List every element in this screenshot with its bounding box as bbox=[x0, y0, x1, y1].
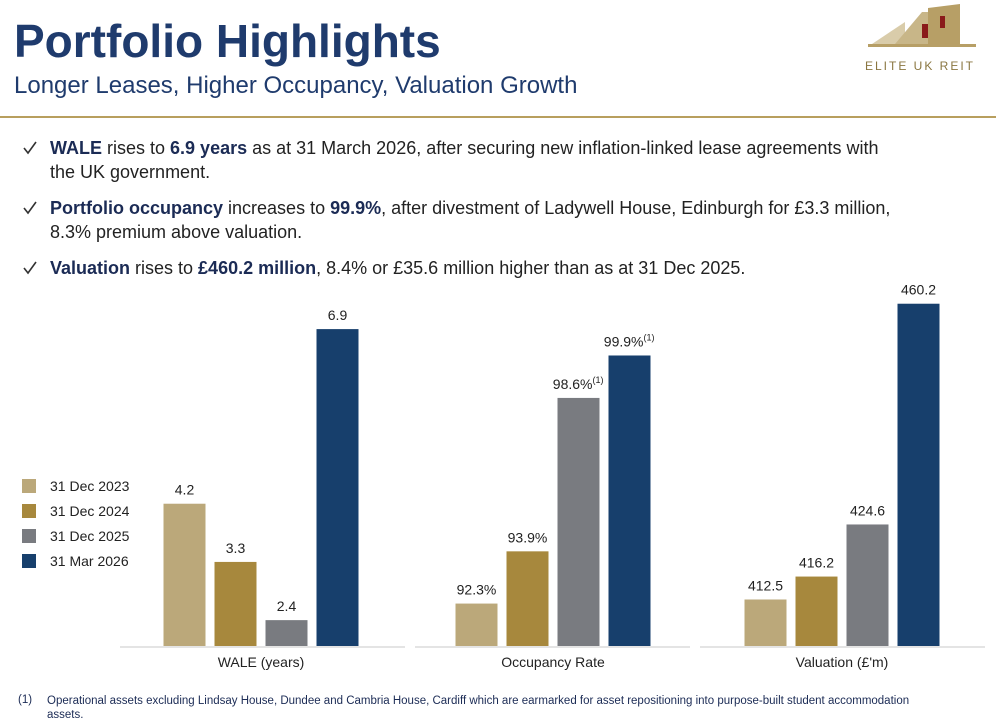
check-icon bbox=[23, 141, 37, 155]
divider bbox=[0, 116, 996, 118]
bar bbox=[265, 620, 308, 646]
value-label: 6.9 bbox=[328, 307, 348, 323]
x-tick-label: Occupancy Rate bbox=[501, 654, 605, 670]
footnote: (1) Operational assets excluding Lindsay… bbox=[18, 694, 978, 722]
legend-swatch bbox=[22, 479, 36, 493]
value-label: 3.3 bbox=[226, 540, 246, 556]
bar bbox=[608, 355, 651, 646]
footnote-text: Operational assets excluding Lindsay Hou… bbox=[47, 695, 910, 721]
subtitle: Longer Leases, Higher Occupancy, Valuati… bbox=[14, 72, 578, 99]
value-label: 2.4 bbox=[277, 598, 297, 614]
legend-swatch bbox=[22, 504, 36, 518]
footnote-marker: (1) bbox=[18, 694, 33, 706]
bar bbox=[214, 561, 257, 646]
value-label: 92.3% bbox=[457, 582, 497, 598]
bullet-list: WALE rises to 6.9 years as at 31 March 2… bbox=[20, 136, 900, 292]
bold-text: 99.9% bbox=[330, 198, 382, 218]
legend-label: 31 Dec 2024 bbox=[50, 503, 130, 519]
bold-text: WALE bbox=[50, 138, 102, 158]
legend-label: 31 Dec 2023 bbox=[50, 478, 130, 494]
bullet: Valuation rises to £460.2 million, 8.4% … bbox=[20, 256, 900, 280]
text: as at 31 March 2026, after securing new … bbox=[50, 138, 879, 182]
logo-text: ELITE UK REIT bbox=[865, 59, 975, 73]
legend-label: 31 Dec 2025 bbox=[50, 528, 130, 544]
bullet: WALE rises to 6.9 years as at 31 March 2… bbox=[20, 136, 900, 184]
value-label: 412.5 bbox=[748, 577, 783, 593]
value-label-note: (1) bbox=[593, 375, 604, 385]
bar bbox=[744, 599, 787, 646]
text: , after divestment of Ladywell House, Ed… bbox=[50, 198, 891, 242]
check-icon bbox=[23, 201, 37, 215]
legend-swatch bbox=[22, 554, 36, 568]
value-label: 416.2 bbox=[799, 555, 834, 571]
value-label: 424.6 bbox=[850, 502, 885, 518]
legend-label: 31 Mar 2026 bbox=[50, 553, 129, 569]
bar bbox=[897, 303, 940, 646]
check-icon bbox=[23, 261, 37, 275]
bar bbox=[795, 576, 838, 646]
value-label: 93.9% bbox=[508, 529, 548, 545]
text: , 8.4% or £35.6 million higher than as a… bbox=[316, 258, 746, 278]
bar bbox=[455, 603, 498, 646]
bold-text: 6.9 years bbox=[170, 138, 248, 158]
bar bbox=[163, 503, 206, 646]
x-tick-label: Valuation (£'m) bbox=[796, 654, 889, 670]
bold-text: £460.2 million bbox=[198, 258, 317, 278]
text: rises to bbox=[102, 138, 171, 158]
bold-text: Valuation bbox=[50, 258, 131, 278]
value-label-note: (1) bbox=[644, 332, 655, 342]
bold-text: Portfolio occupancy bbox=[50, 198, 224, 218]
x-tick-label: WALE (years) bbox=[218, 654, 305, 670]
value-label: 4.2 bbox=[175, 482, 195, 498]
bar bbox=[506, 551, 549, 646]
bar bbox=[557, 397, 600, 646]
legend-swatch bbox=[22, 529, 36, 543]
text: increases to bbox=[223, 198, 331, 218]
bar bbox=[316, 329, 359, 646]
title: Portfolio Highlights bbox=[14, 15, 441, 67]
value-label: 460.2 bbox=[901, 282, 936, 298]
bar bbox=[846, 524, 889, 646]
value-label: 99.9% bbox=[604, 333, 644, 349]
logo: ELITE UK REIT bbox=[865, 4, 976, 73]
bullet: Portfolio occupancy increases to 99.9%, … bbox=[20, 196, 900, 244]
value-label: 98.6% bbox=[553, 376, 593, 392]
text: rises to bbox=[130, 258, 199, 278]
